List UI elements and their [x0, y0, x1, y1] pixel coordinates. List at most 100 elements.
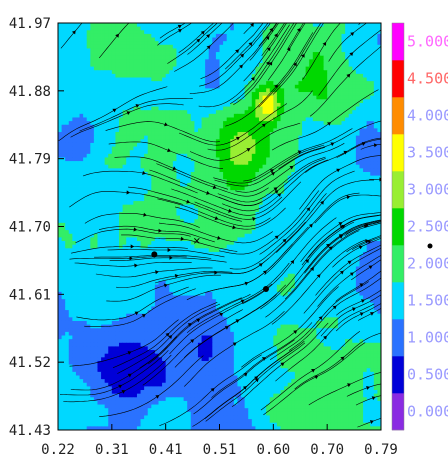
heat-cell: [108, 92, 113, 97]
heat-cell: [133, 208, 138, 213]
heat-cell: [212, 113, 217, 118]
heat-cell: [291, 23, 296, 28]
heat-cell: [194, 102, 199, 107]
heat-cell: [237, 26, 242, 31]
heat-cell: [298, 182, 303, 187]
heat-cell: [373, 117, 378, 122]
heat-cell: [230, 66, 235, 71]
heat-cell: [276, 117, 281, 122]
heat-cell: [219, 106, 224, 111]
heat-cell: [316, 204, 321, 209]
heat-cell: [262, 95, 267, 100]
heat-cell: [359, 204, 364, 209]
heat-cell: [223, 175, 228, 180]
heat-cell: [276, 168, 281, 173]
heat-cell: [97, 23, 102, 28]
heat-cell: [291, 81, 296, 86]
heat-cell: [352, 88, 357, 93]
heat-cell: [219, 132, 224, 137]
heat-cell: [241, 106, 246, 111]
heat-cell: [319, 153, 324, 158]
heat-cell: [294, 102, 299, 107]
heat-cell: [162, 26, 167, 31]
heat-cell: [298, 62, 303, 67]
heat-cell: [111, 41, 116, 46]
heat-cell: [323, 157, 328, 162]
heat-cell: [212, 30, 217, 35]
heat-cell: [258, 204, 263, 209]
heat-cell: [194, 26, 199, 31]
heat-cell: [359, 153, 364, 158]
heat-cell: [119, 77, 123, 82]
heat-cell: [90, 59, 95, 64]
heat-cell: [255, 121, 260, 126]
heat-cell: [65, 157, 70, 162]
heat-cell: [61, 204, 66, 209]
heat-cell: [302, 124, 307, 129]
heat-cell: [327, 150, 332, 155]
heat-cell: [194, 99, 199, 104]
heat-cell: [83, 146, 88, 151]
heat-cell: [144, 84, 149, 89]
heat-cell: [305, 161, 310, 166]
heat-cell: [258, 128, 263, 133]
heat-cell: [158, 222, 163, 227]
heat-cell: [115, 81, 120, 86]
heat-cell: [337, 81, 342, 86]
heat-cell: [280, 84, 285, 89]
heat-cell: [352, 128, 357, 133]
heat-cell: [323, 66, 328, 71]
heat-cell: [90, 121, 95, 126]
heat-cell: [309, 99, 314, 104]
heat-cell: [93, 161, 98, 166]
heat-cell: [183, 88, 188, 93]
heat-cell: [377, 128, 381, 133]
heat-cell: [126, 92, 131, 97]
heat-cell: [104, 52, 109, 57]
heat-cell: [169, 128, 174, 133]
heat-cell: [294, 99, 299, 104]
heat-cell: [352, 142, 357, 147]
heat-cell: [284, 92, 289, 97]
heat-cell: [341, 175, 346, 180]
heat-cell: [176, 142, 181, 147]
heat-cell: [244, 139, 249, 144]
heat-cell: [269, 193, 274, 198]
heat-cell: [223, 66, 228, 71]
heat-cell: [355, 81, 360, 86]
heat-cell: [122, 204, 127, 209]
heat-cell: [197, 23, 202, 28]
heat-cell: [305, 88, 310, 93]
heat-cell: [190, 77, 195, 82]
heat-cell: [172, 81, 177, 86]
heat-cell: [273, 88, 278, 93]
heat-cell: [111, 102, 116, 107]
heat-cell: [312, 171, 317, 177]
heat-cell: [190, 88, 195, 93]
heat-cell: [309, 124, 314, 129]
heat-cell: [276, 37, 281, 42]
heat-cell: [284, 117, 289, 122]
heat-cell: [366, 55, 371, 60]
heat-cell: [79, 41, 84, 46]
heat-cell: [305, 41, 310, 46]
heat-cell: [212, 62, 217, 67]
heat-cell: [230, 81, 235, 86]
heat-cell: [355, 44, 360, 49]
heat-cell: [111, 139, 116, 144]
heat-cell: [309, 73, 314, 78]
heat-cell: [255, 219, 260, 224]
heat-cell: [126, 102, 131, 107]
heat-cell: [68, 102, 73, 107]
heat-cell: [312, 117, 317, 122]
heat-cell: [169, 77, 174, 82]
heat-cell: [273, 146, 278, 151]
heat-cell: [337, 48, 342, 53]
heat-cell: [287, 95, 292, 100]
heat-cell: [266, 113, 271, 118]
heat-cell: [327, 59, 332, 64]
heat-cell: [341, 48, 346, 53]
heat-cell: [377, 26, 381, 31]
heat-cell: [237, 81, 242, 86]
heat-cell: [208, 81, 213, 86]
